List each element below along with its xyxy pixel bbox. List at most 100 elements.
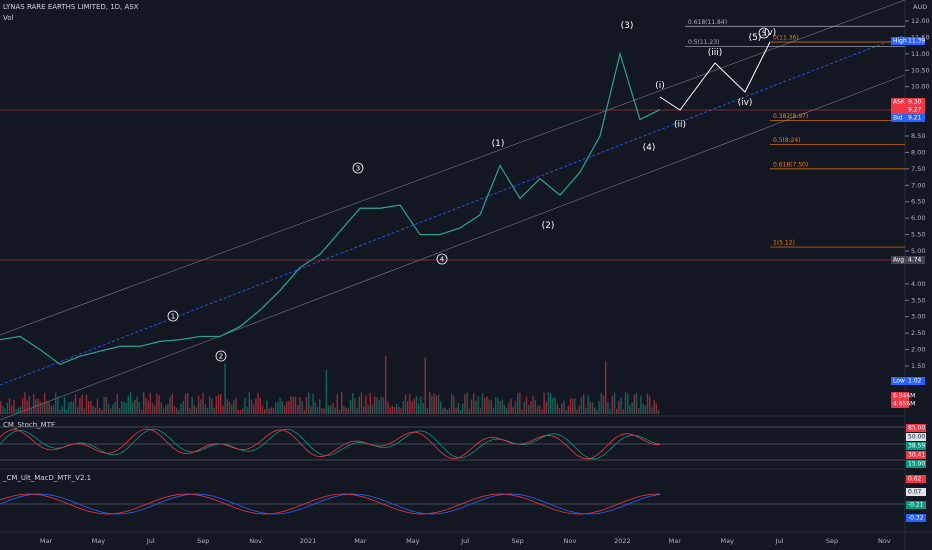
volume-bar [268, 408, 270, 414]
volume-bar [455, 407, 457, 414]
volume-bar [356, 407, 358, 414]
volume-bar [99, 408, 101, 414]
price-tag-value: 4.74 [908, 257, 922, 264]
macd-title: _CM_Ult_MacD_MTF_V2.1 [2, 474, 91, 482]
volume-bar [435, 395, 437, 414]
volume-bar [160, 402, 162, 414]
volume-bar [44, 392, 46, 414]
volume-bar [316, 406, 319, 414]
volume-bar [508, 402, 510, 414]
volume-bar [622, 409, 624, 414]
volume-bar [523, 401, 525, 414]
volume-bar [57, 396, 59, 414]
stoch-line [0, 428, 661, 460]
volume-bar [369, 392, 371, 414]
volume-bar [470, 399, 473, 414]
x-tick-label: May [406, 537, 420, 545]
volume-bar [156, 393, 158, 414]
volume-bar [466, 392, 468, 414]
volume-bar [242, 408, 244, 414]
volume-bar [110, 408, 112, 414]
volume-bar [488, 399, 490, 414]
volume-bar [567, 405, 569, 414]
volume-bar [468, 408, 470, 414]
volume-bar [178, 409, 180, 414]
volume-bar [211, 399, 213, 414]
volume-bar [299, 396, 301, 414]
volume-bar [631, 402, 633, 414]
volume-bar [180, 403, 182, 414]
volume-bar [415, 395, 418, 414]
volume-bar [481, 393, 484, 414]
volume-bar [200, 399, 202, 414]
volume-bar [420, 396, 422, 414]
volume-bar [440, 401, 442, 414]
symbol-title: LYNAS RARE EARTHS LIMITED, 1D, ASX [3, 3, 139, 11]
volume-bar [378, 399, 380, 414]
volume-bar [198, 395, 200, 414]
volume-bar [411, 401, 413, 414]
volume-bar [15, 409, 17, 414]
volume-bar [393, 406, 396, 414]
volume-bar [563, 400, 565, 414]
volume-bar [413, 398, 415, 414]
volume-bar [554, 397, 556, 414]
volume-bar [237, 409, 239, 414]
y-tick-label: 11.00 [911, 50, 930, 58]
volume-bar [134, 400, 136, 414]
wave-circle [436, 253, 448, 265]
volume-bar [74, 393, 77, 414]
volume-bar [239, 409, 242, 414]
volume-bar [233, 399, 235, 414]
volume-bar [176, 407, 178, 414]
osc-tag-value: 0.62 [908, 476, 922, 483]
volume-bar [248, 392, 250, 414]
volume-bar [46, 401, 48, 414]
price-tag [891, 114, 925, 122]
volume-bar [303, 409, 305, 414]
volume-bar [574, 398, 576, 414]
volume-bar [0, 401, 2, 414]
volume-bar [136, 396, 138, 414]
volume-bar [184, 394, 187, 414]
volume-bar [217, 394, 220, 414]
volume-bar [149, 392, 151, 414]
volume-bar [63, 396, 66, 414]
volume-bar [503, 404, 506, 414]
volume-bar [569, 398, 572, 414]
volume-bar [191, 396, 193, 414]
osc-tag-value: 38.59 [908, 443, 925, 450]
fib-label: 0(11.36) [773, 35, 799, 42]
channel-mid [0, 34, 906, 386]
volume-bar [66, 409, 68, 414]
y-tick-label: 3.50 [911, 296, 925, 304]
price-tag [891, 37, 925, 45]
wave-circle [352, 162, 364, 174]
volume-bar [532, 396, 534, 414]
volume-bar [162, 408, 165, 414]
volume-bar [275, 402, 277, 414]
y-tick-label: 7.00 [911, 181, 925, 189]
volume-bar [558, 408, 561, 414]
volume-bar [35, 399, 37, 414]
channel-lower [0, 74, 906, 421]
volume-bar [325, 369, 327, 414]
price-tag [891, 377, 925, 385]
osc-tag [906, 488, 926, 496]
fib-label: 0.618(7.50) [773, 161, 808, 168]
wave-label: (4) [643, 143, 656, 153]
wave-circle [758, 27, 770, 39]
volume-bar [70, 401, 72, 414]
volume-bar [506, 408, 508, 414]
volume-bar [48, 401, 50, 414]
volume-bar [206, 407, 209, 414]
volume-bar [85, 395, 88, 414]
volume-bar [655, 403, 657, 414]
volume-bar [349, 399, 352, 414]
volume-bar [473, 393, 475, 414]
volume-bar [101, 409, 103, 414]
volume-bar [96, 398, 99, 414]
volume-bar [497, 397, 499, 414]
volume-bar [484, 397, 486, 414]
volume-bar [536, 405, 539, 414]
